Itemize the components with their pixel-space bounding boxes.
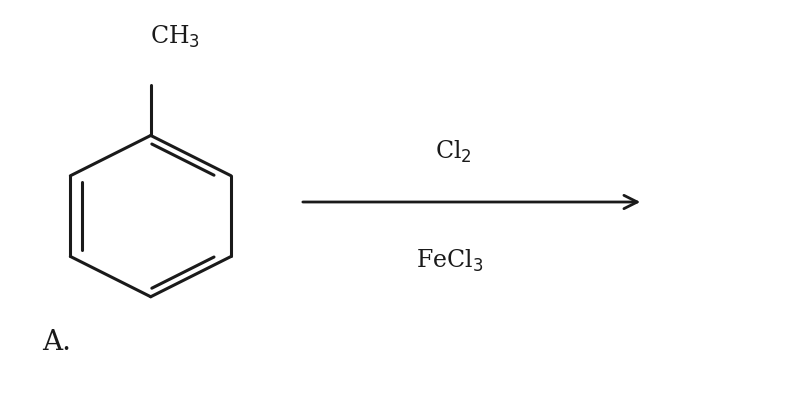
Text: Cl$_2$: Cl$_2$ [435, 138, 471, 164]
Text: A.: A. [42, 328, 70, 355]
Text: CH$_3$: CH$_3$ [150, 23, 200, 50]
Text: FeCl$_3$: FeCl$_3$ [416, 247, 483, 273]
